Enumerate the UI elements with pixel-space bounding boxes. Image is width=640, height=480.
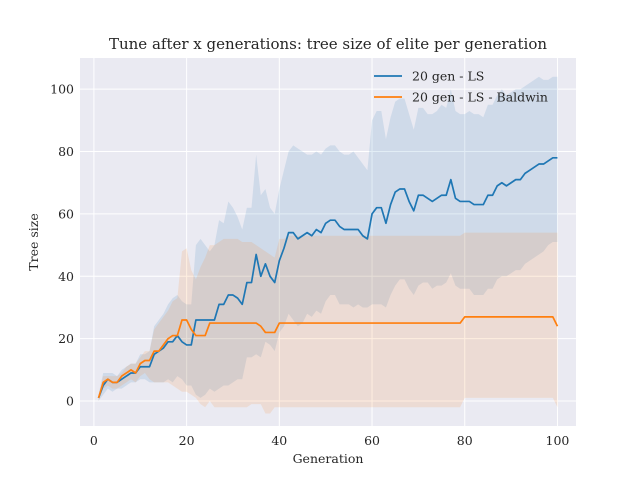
y-tick-label: 20 [58,331,74,346]
y-tick-labels: 0 20 40 60 80 100 [50,82,74,409]
legend-label-baldwin: 20 gen - LS - Baldwin [412,90,548,105]
grid [80,58,576,426]
y-tick-label: 80 [58,144,74,159]
x-tick-label: 100 [546,433,570,448]
legend: 20 gen - LS 20 gen - LS - Baldwin [374,69,548,105]
y-tick-label: 40 [58,269,74,284]
y-tick-label: 60 [58,206,74,221]
chart-title: Tune after x generations: tree size of e… [109,35,547,53]
y-tick-label: 100 [50,82,74,97]
y-axis-label: Tree size [26,213,41,270]
x-tick-label: 80 [457,433,473,448]
x-tick-label: 0 [90,433,98,448]
x-tick-labels: 0 20 40 60 80 100 [90,433,570,448]
x-tick-label: 20 [179,433,195,448]
line-series-1 [97,316,559,399]
line-series-0 [97,156,558,399]
y-tick-label: 0 [66,394,74,409]
x-axis-label: Generation [293,451,364,466]
plot-area [80,58,576,426]
legend-label-ls: 20 gen - LS [412,69,484,84]
series-lines [97,156,559,399]
x-tick-label: 40 [271,433,287,448]
x-tick-label: 60 [364,433,380,448]
